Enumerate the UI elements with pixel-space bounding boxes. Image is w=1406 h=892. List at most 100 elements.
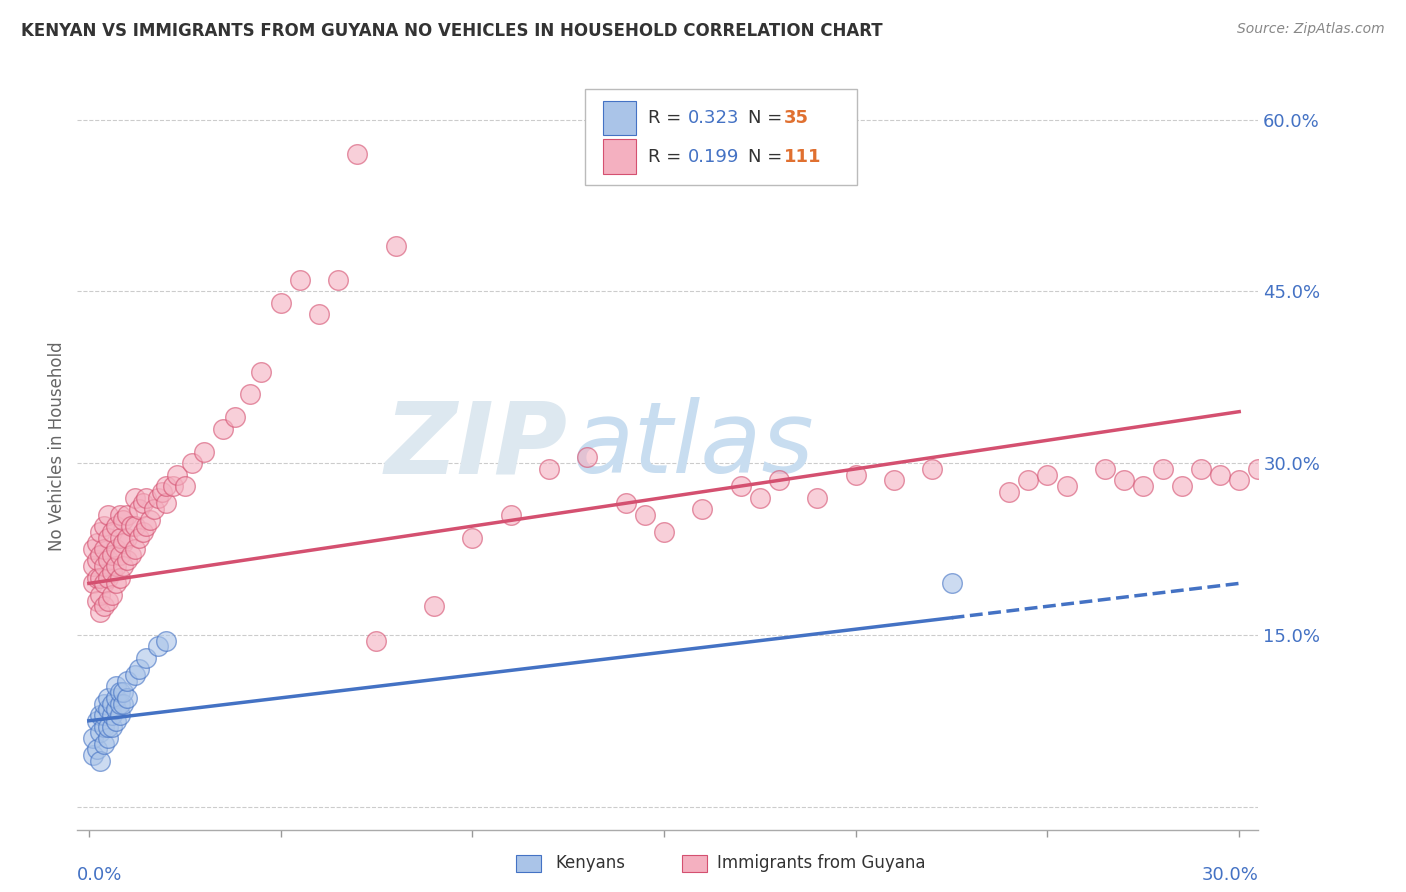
Point bbox=[108, 685, 131, 699]
Point bbox=[101, 588, 124, 602]
Point bbox=[537, 462, 560, 476]
Text: 0.323: 0.323 bbox=[688, 109, 740, 127]
Point bbox=[1209, 467, 1232, 482]
Point bbox=[806, 491, 828, 505]
Point bbox=[124, 491, 146, 505]
Point bbox=[115, 673, 138, 688]
Point bbox=[135, 650, 157, 665]
Point bbox=[93, 542, 115, 557]
Point bbox=[108, 708, 131, 723]
Point bbox=[250, 365, 273, 379]
Text: KENYAN VS IMMIGRANTS FROM GUYANA NO VEHICLES IN HOUSEHOLD CORRELATION CHART: KENYAN VS IMMIGRANTS FROM GUYANA NO VEHI… bbox=[21, 22, 883, 40]
Point bbox=[86, 593, 108, 607]
Point bbox=[86, 714, 108, 728]
Point bbox=[146, 640, 169, 654]
Text: 35: 35 bbox=[783, 109, 808, 127]
Point bbox=[288, 273, 311, 287]
Point bbox=[308, 307, 330, 321]
Point bbox=[155, 496, 177, 510]
Point bbox=[93, 599, 115, 614]
Point bbox=[181, 456, 204, 470]
Point bbox=[423, 599, 446, 614]
Point bbox=[101, 697, 124, 711]
Text: 30.0%: 30.0% bbox=[1202, 866, 1258, 884]
Point bbox=[941, 576, 963, 591]
Point bbox=[112, 697, 135, 711]
Point bbox=[1017, 474, 1039, 488]
Point bbox=[499, 508, 522, 522]
Point bbox=[346, 147, 368, 161]
Point bbox=[115, 553, 138, 567]
Point bbox=[82, 731, 104, 745]
Point bbox=[730, 479, 752, 493]
Point bbox=[93, 559, 115, 574]
Text: ZIP: ZIP bbox=[384, 398, 568, 494]
Point bbox=[128, 662, 150, 676]
Point bbox=[1152, 462, 1174, 476]
Point bbox=[1296, 474, 1319, 488]
Point bbox=[89, 754, 111, 768]
Point bbox=[97, 719, 120, 733]
Point bbox=[101, 524, 124, 539]
Point bbox=[155, 479, 177, 493]
Point bbox=[101, 548, 124, 562]
Point bbox=[108, 571, 131, 585]
Point bbox=[104, 542, 127, 557]
Point bbox=[1336, 479, 1358, 493]
Point bbox=[104, 714, 127, 728]
Point bbox=[692, 502, 714, 516]
Point bbox=[97, 531, 120, 545]
Point bbox=[1274, 479, 1296, 493]
Point bbox=[461, 531, 484, 545]
Point bbox=[614, 496, 637, 510]
Point bbox=[112, 559, 135, 574]
Point bbox=[112, 685, 135, 699]
Point bbox=[82, 542, 104, 557]
Point bbox=[326, 273, 349, 287]
Point bbox=[1285, 462, 1308, 476]
Point bbox=[115, 690, 138, 705]
Point bbox=[115, 531, 138, 545]
Point bbox=[82, 748, 104, 763]
Point bbox=[108, 697, 131, 711]
Point bbox=[82, 559, 104, 574]
Point bbox=[1247, 462, 1270, 476]
Point bbox=[135, 491, 157, 505]
Text: Immigrants from Guyana: Immigrants from Guyana bbox=[717, 855, 925, 872]
Point bbox=[124, 542, 146, 557]
Point bbox=[883, 474, 905, 488]
Text: atlas: atlas bbox=[574, 398, 815, 494]
Y-axis label: No Vehicles in Household: No Vehicles in Household bbox=[48, 341, 66, 551]
FancyBboxPatch shape bbox=[585, 89, 856, 186]
Point bbox=[89, 548, 111, 562]
Point bbox=[97, 553, 120, 567]
Point bbox=[101, 708, 124, 723]
Point bbox=[366, 633, 388, 648]
Point bbox=[1132, 479, 1154, 493]
Point bbox=[576, 450, 599, 465]
Point bbox=[97, 593, 120, 607]
Point bbox=[135, 519, 157, 533]
Point bbox=[104, 690, 127, 705]
Bar bbox=[603, 101, 636, 135]
Point bbox=[104, 519, 127, 533]
Point bbox=[89, 571, 111, 585]
Point bbox=[998, 484, 1021, 499]
Point bbox=[224, 410, 246, 425]
Point bbox=[86, 571, 108, 585]
Point bbox=[93, 576, 115, 591]
Text: R =: R = bbox=[648, 109, 686, 127]
Point bbox=[1036, 467, 1059, 482]
Point bbox=[104, 559, 127, 574]
Point bbox=[82, 576, 104, 591]
Point bbox=[1305, 479, 1327, 493]
Bar bbox=[682, 855, 707, 872]
Point bbox=[1189, 462, 1212, 476]
Point bbox=[1056, 479, 1078, 493]
Point bbox=[193, 444, 215, 458]
Point bbox=[89, 588, 111, 602]
Text: R =: R = bbox=[648, 148, 686, 166]
Point bbox=[143, 502, 166, 516]
Text: 0.199: 0.199 bbox=[688, 148, 740, 166]
Point bbox=[124, 519, 146, 533]
